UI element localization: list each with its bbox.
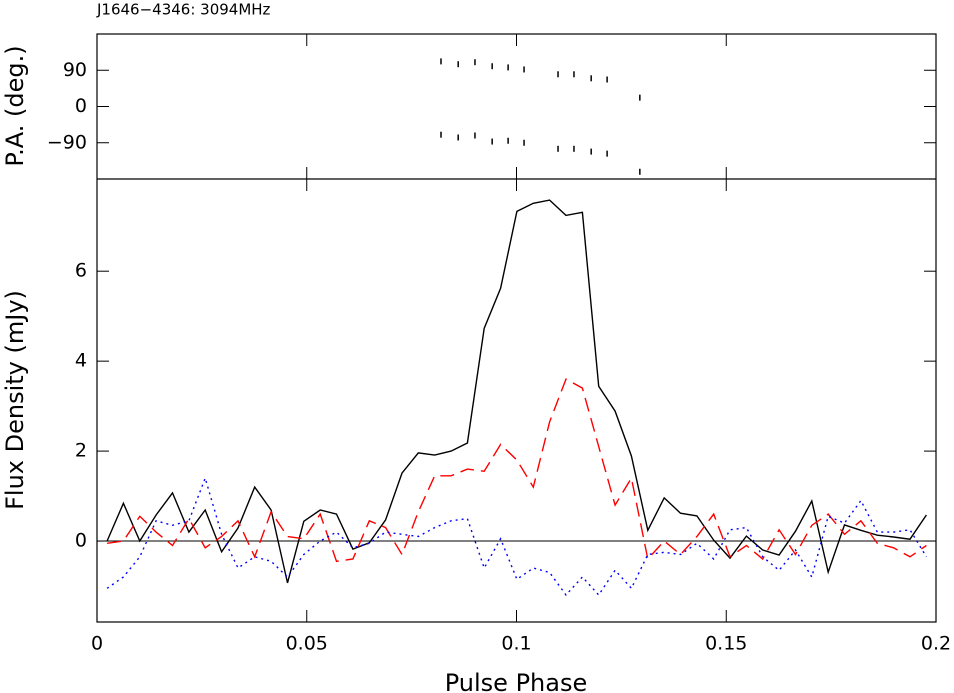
y-tick-label: 2 xyxy=(75,440,87,462)
y-tick-label: 90 xyxy=(63,59,87,81)
x-tick-label: 0.05 xyxy=(286,633,328,655)
y-axis-label: Flux Density (mJy) xyxy=(1,290,29,510)
x-tick-label: 0.15 xyxy=(705,633,747,655)
series-line xyxy=(106,199,927,584)
x-tick-label: 0 xyxy=(91,633,103,655)
series-line xyxy=(107,378,927,563)
y-tick-label: 4 xyxy=(75,350,87,372)
y-axis-label: P.A. (deg.) xyxy=(1,45,29,166)
y-tick-label: 0 xyxy=(75,530,87,552)
y-tick-label: 6 xyxy=(75,260,87,282)
x-axis-label: Pulse Phase xyxy=(445,669,588,693)
y-tick-label: −90 xyxy=(47,131,87,153)
x-tick-label: 0.2 xyxy=(921,633,951,655)
x-tick-label: 0.1 xyxy=(501,633,531,655)
y-tick-label: 0 xyxy=(75,95,87,117)
chart-title: J1646−4346: 3094MHz xyxy=(96,1,271,19)
